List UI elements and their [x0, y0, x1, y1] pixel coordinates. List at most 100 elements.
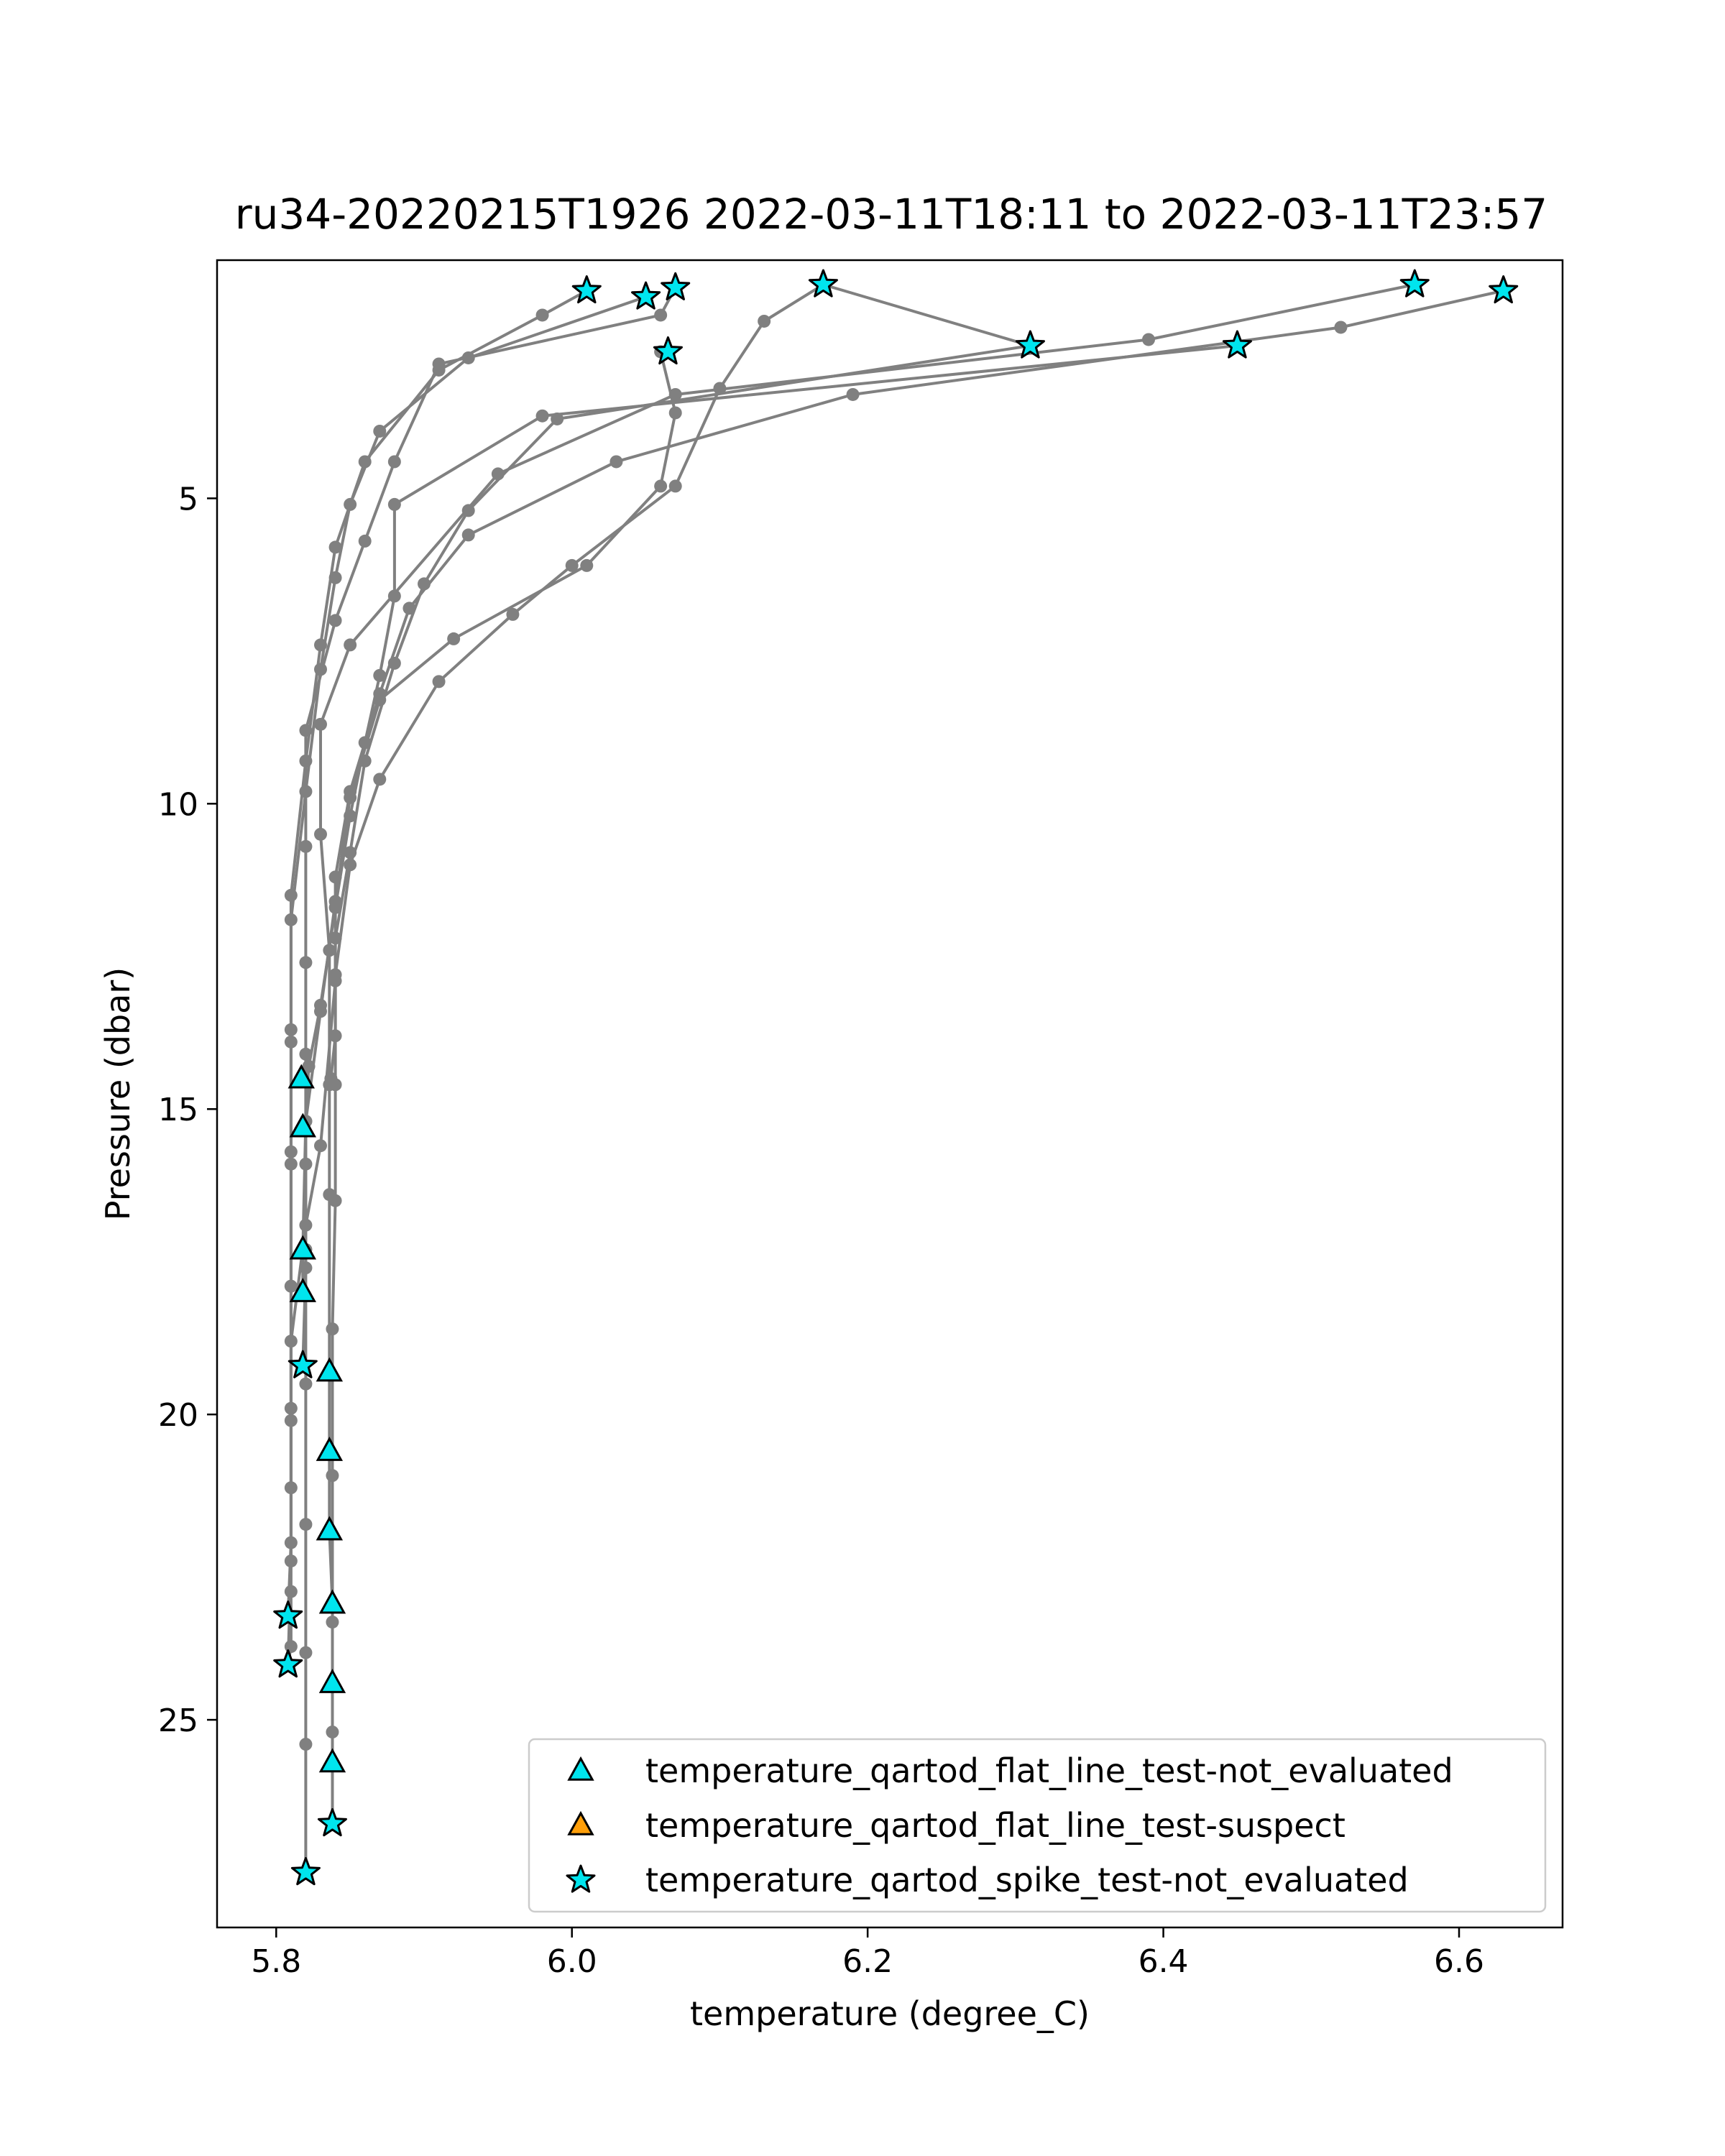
data-point: [299, 1518, 313, 1531]
data-point: [373, 668, 387, 682]
spike-not-evaluated-marker: [288, 1350, 318, 1378]
chart-title: ru34-20220215T1926 2022-03-11T18:11 to 2…: [235, 190, 1547, 239]
spike-not-evaluated-marker: [273, 1600, 303, 1629]
data-point: [326, 1322, 339, 1336]
x-tick-label: 6.6: [1434, 1943, 1484, 1980]
legend-label: temperature_qartod_flat_line_test-suspec…: [645, 1806, 1346, 1845]
legend-triangle-marker: [567, 1756, 594, 1781]
data-point: [299, 1646, 313, 1659]
y-tick-label: 10: [158, 786, 198, 823]
data-point: [299, 1738, 313, 1751]
x-tick-label: 6.2: [842, 1943, 893, 1980]
data-point: [535, 308, 549, 322]
data-point: [447, 632, 461, 645]
data-point: [284, 1279, 298, 1293]
profile-line: [319, 283, 1415, 1763]
data-point: [373, 773, 387, 786]
data-point: [668, 479, 682, 493]
y-tick-label: 20: [158, 1397, 198, 1434]
data-point: [314, 998, 327, 1012]
data-point: [387, 497, 401, 511]
spike-not-evaluated-marker: [653, 336, 683, 365]
data-point: [654, 479, 668, 493]
flat-line-not-evaluated-marker: [289, 1112, 317, 1138]
data-point: [323, 944, 336, 957]
legend-box: [528, 1738, 1547, 1913]
data-point: [328, 870, 342, 884]
data-point: [328, 974, 342, 987]
data-point: [506, 607, 520, 621]
legend-label: temperature_qartod_spike_test-not_evalua…: [645, 1861, 1409, 1899]
data-point: [314, 827, 327, 841]
y-tick-label: 25: [158, 1703, 198, 1739]
data-point: [432, 357, 446, 371]
spike-not-evaluated-marker: [273, 1649, 303, 1678]
data-point: [284, 1157, 298, 1171]
data-point: [461, 528, 475, 542]
profile-series: [281, 284, 1510, 1672]
data-point: [344, 497, 357, 511]
plot-area: [273, 269, 1519, 1886]
data-point: [432, 675, 446, 688]
legend-star-marker: [566, 1864, 596, 1893]
data-point: [299, 1377, 313, 1391]
spike-not-evaluated-marker: [661, 272, 691, 300]
flat-line-not-evaluated-markers: [288, 1064, 346, 1773]
data-point: [344, 846, 357, 860]
x-tick-label: 6.4: [1138, 1943, 1189, 1980]
legend-triangle-marker: [567, 1810, 594, 1835]
spike-not-evaluated-marker: [290, 1857, 321, 1886]
data-point: [387, 455, 401, 469]
spike-not-evaluated-markers: [273, 269, 1519, 1886]
data-point: [402, 602, 416, 615]
flat-line-not-evaluated-marker: [316, 1516, 344, 1541]
data-point: [491, 467, 505, 481]
spike-not-evaluated-marker: [1489, 275, 1519, 304]
data-point: [535, 409, 549, 423]
data-point: [314, 717, 327, 731]
flat-line-not-evaluated-marker: [318, 1589, 346, 1614]
y-tick-label: 15: [158, 1092, 198, 1128]
x-tick-label: 6.0: [547, 1943, 597, 1980]
data-point: [1142, 333, 1155, 346]
y-axis-label: Pressure (dbar): [98, 967, 137, 1220]
data-point: [284, 1335, 298, 1348]
data-point: [302, 1059, 316, 1073]
spike-not-evaluated-marker: [317, 1808, 347, 1837]
flat-line-not-evaluated-marker: [289, 1235, 317, 1260]
data-point: [323, 1188, 336, 1202]
y-tick-label: 5: [178, 481, 198, 517]
data-point: [328, 571, 342, 584]
spike-not-evaluated-marker: [808, 269, 838, 298]
flat-line-not-evaluated-marker: [288, 1064, 315, 1089]
data-point: [344, 785, 357, 798]
data-point: [299, 1218, 313, 1232]
data-point: [328, 614, 342, 627]
data-point: [654, 308, 668, 322]
spike-not-evaluated-marker: [571, 275, 602, 304]
data-point: [344, 638, 357, 652]
y-axis: 5 10 15 20 25: [158, 481, 217, 1739]
spike-not-evaluated-marker: [631, 281, 661, 310]
x-tick-label: 5.8: [251, 1943, 301, 1980]
legend: temperature_qartod_flat_line_test-not_ev…: [528, 1738, 1547, 1913]
data-point: [668, 387, 682, 401]
spike-not-evaluated-marker: [1222, 330, 1252, 359]
data-point: [284, 1640, 298, 1654]
flat-line-not-evaluated-marker: [316, 1357, 344, 1382]
data-point: [565, 558, 579, 572]
flat-line-not-evaluated-marker: [289, 1278, 317, 1302]
x-axis: 5.8 6.0 6.2 6.4 6.6: [251, 1927, 1484, 1980]
plot-frame: [216, 259, 1564, 1929]
flat-line-not-evaluated-marker: [318, 1668, 346, 1693]
data-point: [580, 558, 594, 572]
legend-label: temperature_qartod_flat_line_test-not_ev…: [645, 1751, 1453, 1790]
data-point: [284, 1585, 298, 1598]
flat-line-not-evaluated-marker: [318, 1748, 346, 1773]
spike-not-evaluated-marker: [1015, 330, 1045, 359]
data-point: [846, 387, 860, 401]
data-point: [284, 913, 298, 926]
data-point: [1334, 321, 1348, 334]
x-axis-label: temperature (degree_C): [690, 1994, 1090, 2033]
